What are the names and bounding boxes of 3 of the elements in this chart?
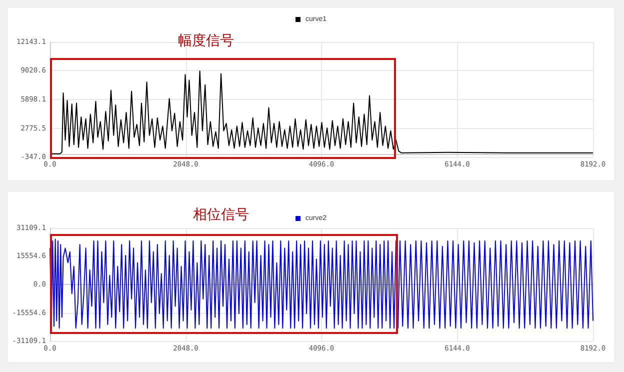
annotation: 幅度信号 bbox=[178, 32, 234, 50]
text: 相位信号 bbox=[193, 206, 249, 224]
line-series bbox=[50, 238, 594, 329]
